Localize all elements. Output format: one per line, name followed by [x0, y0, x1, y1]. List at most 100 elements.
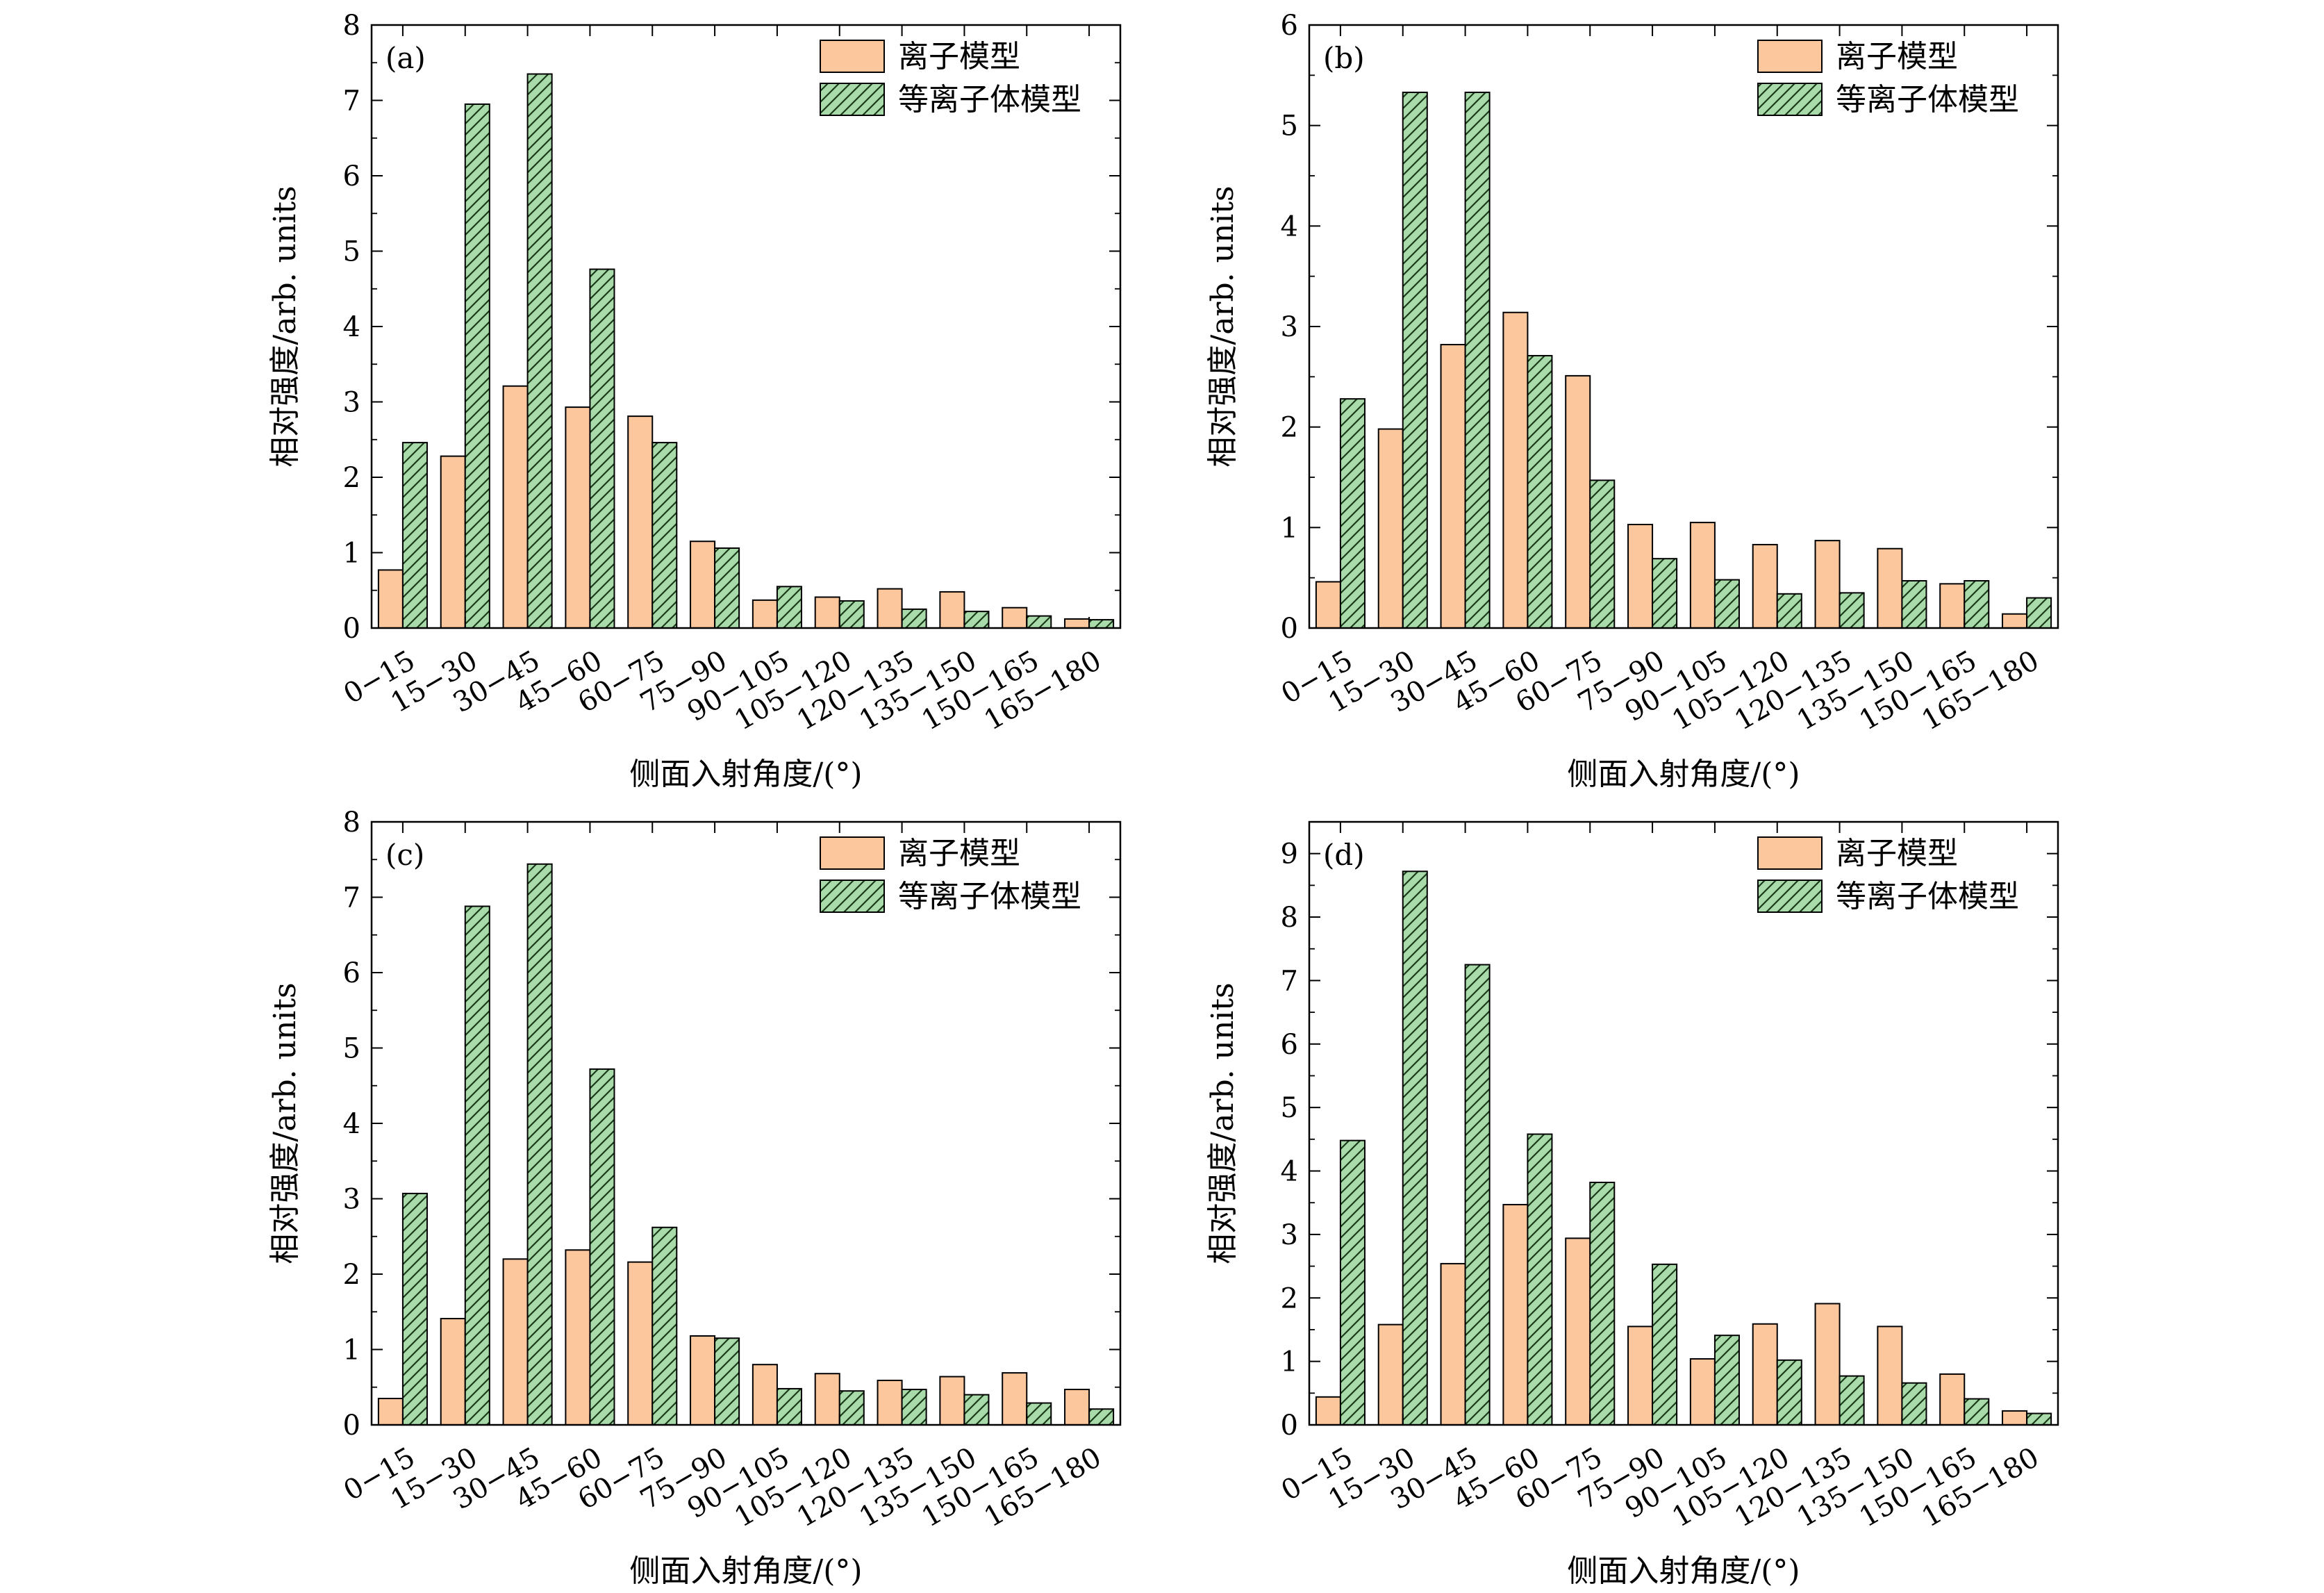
- y-tick-label: 1: [1281, 512, 1298, 544]
- bar-ion-model: [1315, 1396, 1341, 1426]
- bar-plasma-model: [1964, 1398, 1990, 1426]
- y-tick-label: 5: [343, 236, 360, 268]
- y-tick-label: 6: [343, 160, 360, 192]
- y-tick-label: 8: [1281, 902, 1298, 934]
- y-axis-title: 相对强度/arb. units: [1205, 982, 1240, 1264]
- bar-ion-model: [627, 415, 654, 629]
- bar-plasma-model: [1088, 619, 1115, 629]
- bar-plasma-model: [589, 268, 615, 629]
- bar-plasma-model: [401, 442, 428, 629]
- bar-ion-model: [1627, 1326, 1654, 1426]
- legend-label-plasma-model: 等离子体模型: [898, 82, 1081, 117]
- y-tick-label: 2: [1281, 1282, 1298, 1314]
- bar-plasma-model: [1088, 1408, 1115, 1426]
- bar-plasma-model: [776, 1387, 802, 1426]
- bar-plasma-model: [401, 1192, 428, 1426]
- bar-plasma-model: [1589, 1181, 1616, 1426]
- bar-plasma-model: [1464, 964, 1491, 1426]
- bar-ion-model: [502, 385, 529, 629]
- bar-ion-model: [377, 1398, 404, 1426]
- bar-ion-model: [440, 1318, 466, 1426]
- bar-ion-model: [565, 1249, 591, 1426]
- bar-plasma-model: [1527, 354, 1553, 629]
- y-tick-label: 0: [343, 613, 360, 645]
- y-tick-label: 6: [1281, 1029, 1298, 1061]
- plot-frame: [1308, 820, 2059, 1426]
- bar-plasma-model: [651, 1226, 678, 1426]
- bar-plasma-model: [1713, 1335, 1740, 1426]
- bar-ion-model: [814, 1373, 840, 1426]
- bar-ion-model: [939, 591, 965, 629]
- legend-swatch-plasma-model: [1757, 83, 1823, 116]
- y-axis-title: 相对强度/arb. units: [267, 982, 303, 1264]
- bar-ion-model: [1002, 606, 1028, 629]
- y-tick-label: 4: [343, 1108, 360, 1140]
- bar-plasma-model: [651, 442, 678, 629]
- bar-plasma-model: [589, 1068, 615, 1426]
- bar-plasma-model: [963, 1394, 990, 1426]
- y-tick-label: 4: [1281, 211, 1298, 242]
- x-axis-title: 侧面入射角度/(°): [1567, 1553, 1800, 1589]
- bar-ion-model: [1377, 428, 1404, 629]
- bar-ion-model: [1440, 344, 1466, 629]
- bar-plasma-model: [526, 73, 553, 629]
- bar-ion-model: [690, 540, 716, 629]
- y-tick-label: 6: [343, 957, 360, 989]
- y-tick-label: 3: [343, 1184, 360, 1216]
- bar-plasma-model: [901, 1389, 927, 1426]
- bar-ion-model: [1565, 1237, 1591, 1426]
- legend-swatch-plasma-model: [820, 83, 885, 116]
- bar-plasma-model: [838, 1390, 865, 1426]
- bar-plasma-model: [526, 863, 553, 1426]
- y-axis-title: 相对强度/arb. units: [1205, 185, 1240, 467]
- panel-tag: (b): [1323, 41, 1365, 75]
- bar-plasma-model: [1026, 1402, 1052, 1426]
- panel-tag: (d): [1323, 838, 1365, 872]
- bar-ion-model: [377, 569, 404, 629]
- y-tick-label: 1: [343, 538, 360, 570]
- bar-ion-model: [752, 599, 778, 629]
- bar-plasma-model: [1901, 580, 1927, 629]
- bar-ion-model: [1565, 374, 1591, 629]
- legend-swatch-plasma-model: [820, 880, 885, 913]
- legend-label-ion-model: 离子模型: [1836, 39, 1958, 74]
- y-tick-label: 8: [343, 10, 360, 42]
- bar-plasma-model: [1589, 479, 1616, 629]
- bar-plasma-model: [1713, 579, 1740, 629]
- y-tick-label: 5: [1281, 110, 1298, 142]
- y-tick-label: 7: [1281, 965, 1298, 997]
- bar-plasma-model: [963, 611, 990, 629]
- bar-plasma-model: [1402, 91, 1428, 629]
- bar-plasma-model: [1527, 1133, 1553, 1426]
- y-tick-label: 2: [1281, 412, 1298, 444]
- y-tick-label: 0: [1281, 613, 1298, 645]
- bar-plasma-model: [1339, 398, 1366, 629]
- y-tick-label: 4: [1281, 1156, 1298, 1188]
- x-axis-title: 侧面入射角度/(°): [1567, 757, 1800, 792]
- bar-ion-model: [752, 1364, 778, 1426]
- bar-ion-model: [1877, 1326, 1903, 1426]
- y-tick-label: 2: [343, 462, 360, 494]
- bar-plasma-model: [464, 103, 490, 629]
- bar-plasma-model: [838, 600, 865, 629]
- bar-ion-model: [2002, 1410, 2028, 1426]
- bar-ion-model: [1814, 1303, 1841, 1426]
- legend-swatch-ion-model: [820, 40, 885, 73]
- bar-ion-model: [1877, 547, 1903, 629]
- bar-plasma-model: [1652, 558, 1678, 629]
- bar-plasma-model: [776, 586, 802, 629]
- bar-ion-model: [1502, 311, 1529, 629]
- bar-ion-model: [939, 1376, 965, 1426]
- bar-ion-model: [1064, 618, 1090, 629]
- bar-plasma-model: [1964, 580, 1990, 629]
- bar-ion-model: [2002, 613, 2028, 629]
- bar-plasma-model: [1652, 1263, 1678, 1426]
- y-tick-label: 0: [1281, 1410, 1298, 1442]
- bar-ion-model: [1627, 523, 1654, 629]
- bar-ion-model: [1002, 1372, 1028, 1426]
- legend-label-ion-model: 离子模型: [1836, 836, 1958, 871]
- panel-tag: (a): [385, 41, 426, 75]
